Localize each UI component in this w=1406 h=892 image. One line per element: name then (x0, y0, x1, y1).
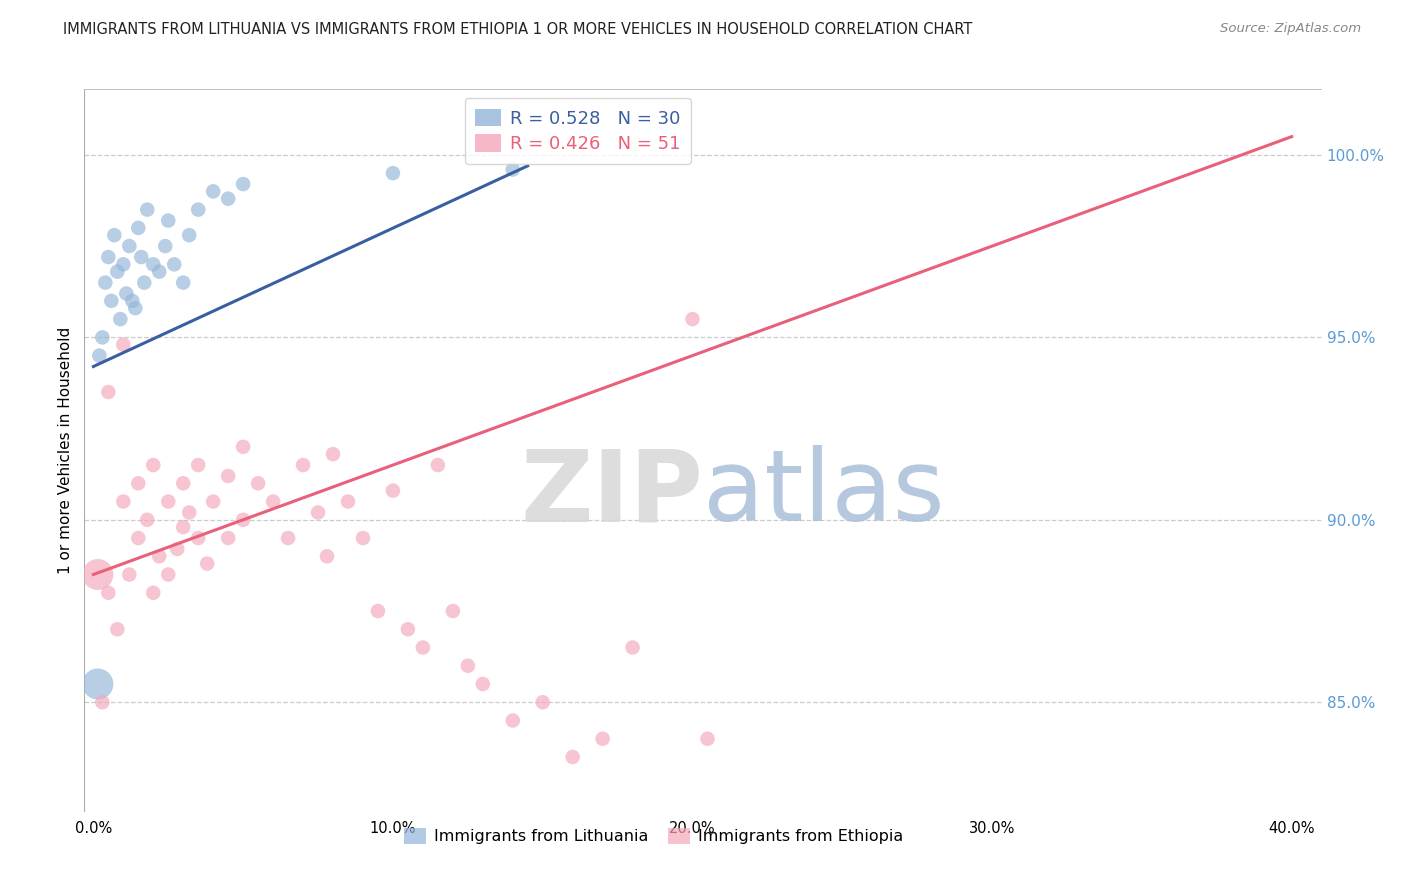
Point (127, 531, 149, 545)
Point (502, 162, 524, 177)
Point (142, 458, 165, 472)
Point (97, 385, 120, 400)
Point (471, 677, 494, 691)
Point (172, 276, 194, 290)
Point (187, 202, 209, 217)
Point (148, 549, 170, 564)
Point (157, 213, 180, 227)
Text: Source: ZipAtlas.com: Source: ZipAtlas.com (1220, 22, 1361, 36)
Point (87, 677, 110, 691)
Point (121, 293, 143, 308)
Text: ZIP: ZIP (520, 445, 703, 542)
Point (316, 549, 339, 564)
Text: IMMIGRANTS FROM LITHUANIA VS IMMIGRANTS FROM ETHIOPIA 1 OR MORE VEHICLES IN HOUS: IMMIGRANTS FROM LITHUANIA VS IMMIGRANTS … (63, 22, 973, 37)
Point (396, 622, 419, 636)
Point (172, 520, 194, 534)
Point (682, 312, 704, 326)
Point (129, 250, 152, 264)
Point (142, 586, 165, 600)
Point (127, 220, 149, 235)
Point (179, 228, 201, 243)
Point (163, 257, 186, 271)
Point (91, 330, 114, 344)
Point (367, 604, 389, 618)
Point (91, 695, 114, 709)
Point (136, 202, 159, 217)
Point (87, 567, 110, 582)
Point (172, 476, 194, 491)
Point (307, 506, 329, 520)
Point (381, 483, 404, 498)
Point (232, 513, 254, 527)
Point (352, 531, 374, 545)
Point (217, 469, 239, 483)
Point (105, 622, 128, 636)
Point (100, 293, 122, 308)
Point (103, 228, 125, 243)
Point (531, 695, 554, 709)
Point (110, 312, 132, 326)
Point (112, 494, 135, 508)
Point (134, 276, 156, 290)
Point (112, 337, 135, 351)
Point (381, 166, 404, 180)
Point (112, 257, 135, 271)
Point (166, 541, 188, 556)
Point (105, 265, 128, 279)
Point (322, 447, 344, 461)
Point (441, 604, 464, 618)
Point (202, 494, 225, 508)
Text: atlas: atlas (703, 445, 945, 542)
Point (187, 531, 209, 545)
Point (426, 458, 449, 472)
Point (127, 476, 149, 491)
Point (142, 257, 165, 271)
Point (155, 239, 177, 253)
Point (89, 349, 111, 363)
Point (277, 531, 299, 545)
Point (502, 714, 524, 728)
Point (232, 440, 254, 454)
Point (179, 506, 201, 520)
Point (195, 557, 218, 571)
Y-axis label: 1 or more Vehicles in Household: 1 or more Vehicles in Household (58, 326, 73, 574)
Point (136, 513, 159, 527)
Point (262, 494, 284, 508)
Point (148, 265, 170, 279)
Point (696, 731, 718, 746)
Point (232, 177, 254, 191)
Point (157, 567, 180, 582)
Point (621, 640, 644, 655)
Point (115, 286, 138, 301)
Point (561, 750, 583, 764)
Point (412, 640, 434, 655)
Point (217, 192, 239, 206)
Point (118, 239, 141, 253)
Point (247, 476, 270, 491)
Point (97, 586, 120, 600)
Point (217, 531, 239, 545)
Point (118, 567, 141, 582)
Point (202, 185, 225, 199)
Point (187, 458, 209, 472)
Point (292, 458, 315, 472)
Point (592, 731, 614, 746)
Legend: Immigrants from Lithuania, Immigrants from Ethiopia: Immigrants from Lithuania, Immigrants fr… (398, 822, 910, 851)
Point (94, 276, 117, 290)
Point (124, 301, 146, 315)
Point (157, 494, 180, 508)
Point (337, 494, 360, 508)
Point (457, 658, 479, 673)
Point (97, 250, 120, 264)
